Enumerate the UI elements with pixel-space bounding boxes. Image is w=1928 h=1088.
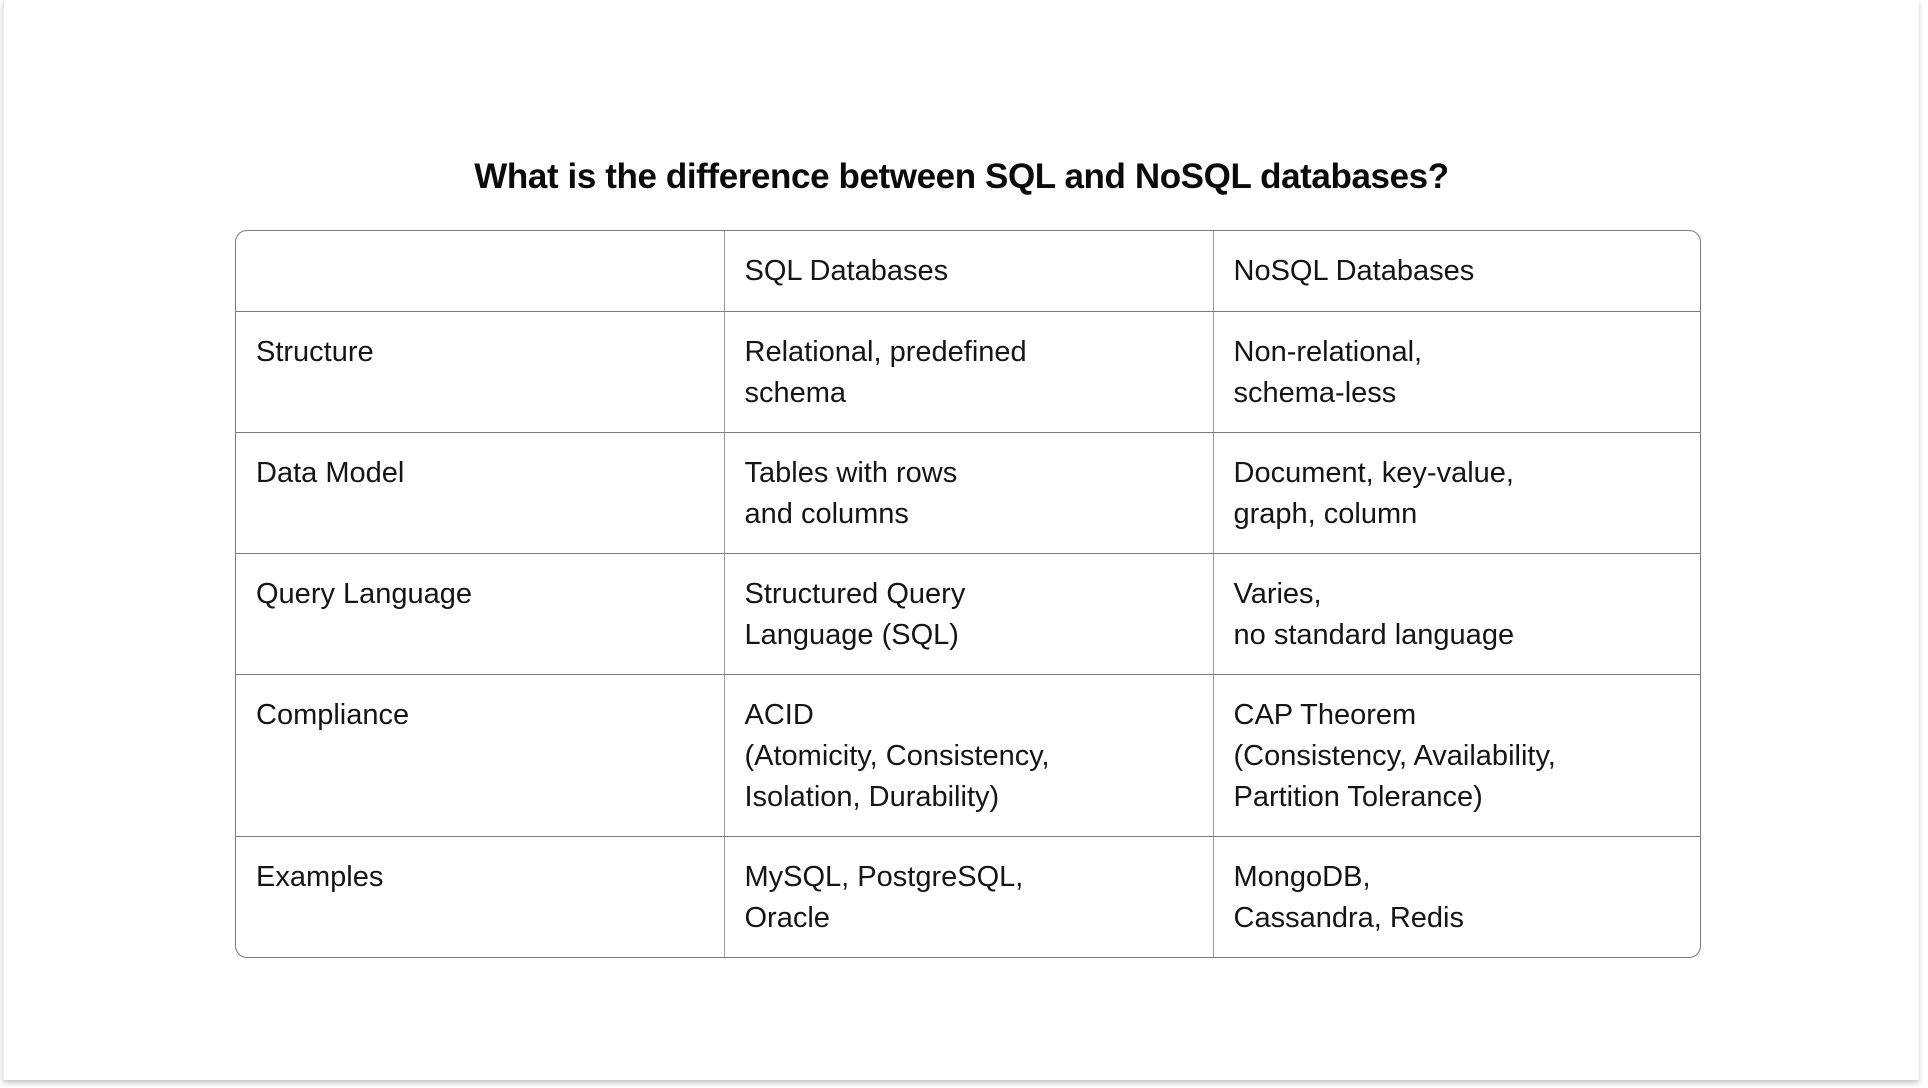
table-row-query-language: Query Language Structured Query Language… bbox=[236, 553, 1700, 675]
comparison-table: SQL Databases NoSQL Databases Structure … bbox=[235, 230, 1701, 958]
row-label: Compliance bbox=[236, 674, 725, 837]
sql-cell: Structured Query Language (SQL) bbox=[724, 553, 1214, 675]
sql-cell: Relational, predefined schema bbox=[724, 311, 1214, 433]
table-row-compliance: Compliance ACID (Atomicity, Consistency,… bbox=[236, 674, 1700, 837]
header-empty bbox=[236, 231, 725, 312]
sql-cell: Tables with rows and columns bbox=[724, 432, 1214, 554]
nosql-cell: MongoDB, Cassandra, Redis bbox=[1233, 860, 1465, 934]
table-header-row: SQL Databases NoSQL Databases bbox=[236, 231, 1700, 312]
nosql-cell: CAP Theorem (Consistency, Availability, … bbox=[1213, 674, 1700, 837]
nosql-cell: Non-relational, schema-less bbox=[1213, 311, 1700, 433]
table-row-data-model: Data Model Tables with rows and columns … bbox=[236, 432, 1700, 554]
header-sql: SQL Databases bbox=[724, 231, 1214, 312]
sql-cell: ACID (Atomicity, Consistency, Isolation,… bbox=[724, 674, 1214, 837]
page-title: What is the difference between SQL and N… bbox=[474, 157, 1449, 197]
document-page: What is the difference between SQL and N… bbox=[3, 0, 1919, 1080]
header-nosql: NoSQL Databases bbox=[1213, 231, 1700, 312]
row-label: Examples bbox=[236, 836, 725, 957]
sql-cell: MySQL, PostgreSQL, Oracle bbox=[724, 836, 1214, 957]
row-label: Structure bbox=[236, 311, 725, 433]
table-row-structure: Structure Relational, predefined schema … bbox=[236, 311, 1700, 433]
nosql-cell: Document, key-value, graph, column bbox=[1213, 432, 1700, 554]
row-label: Query Language bbox=[236, 553, 725, 675]
table-row-examples: Examples MySQL, PostgreSQL, Oracle Mongo… bbox=[236, 836, 1700, 957]
nosql-cell: Varies, no standard language bbox=[1213, 553, 1700, 675]
row-label: Data Model bbox=[236, 432, 725, 554]
